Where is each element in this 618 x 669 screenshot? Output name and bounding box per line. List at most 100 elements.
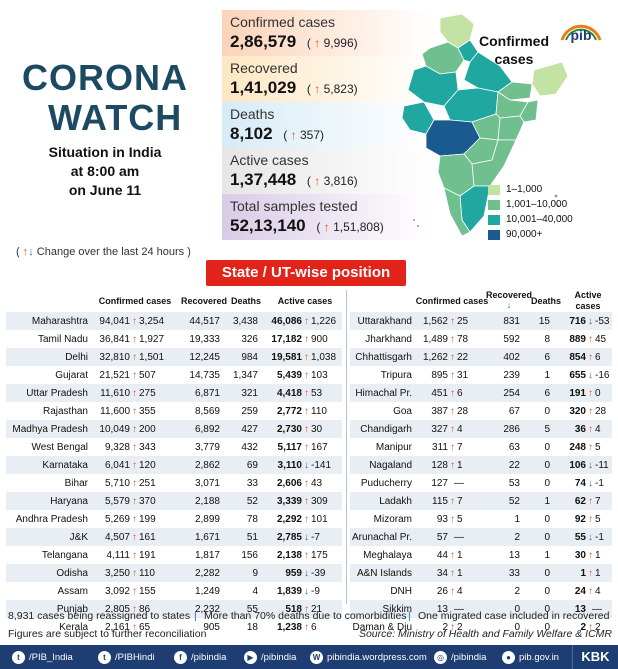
map-legend-item: 1–1,000: [488, 182, 573, 197]
state-name: Karnataka: [42, 459, 88, 471]
change-value: 7: [457, 441, 463, 453]
active-value: 2,785: [276, 531, 302, 543]
arrow-up-icon: ↑: [304, 621, 309, 633]
confirmed-change: ↑ 3,254: [130, 316, 174, 327]
active-value: 30: [574, 549, 586, 561]
arrow-up-icon: ↑: [450, 315, 455, 327]
confirmed-value: 94,041: [99, 315, 130, 327]
table-row: Andhra Pradesh 5,269 ↑ 199 2,899 78 2,292 ↑ 101: [6, 510, 342, 528]
confirmed-change: ↑ 120: [130, 460, 174, 471]
active-value: 55: [574, 531, 586, 543]
active-change: ↑ 6: [586, 352, 614, 363]
stat-change: ( ↑ 3,816): [306, 174, 358, 188]
arrow-up-icon: ↑: [314, 36, 321, 50]
deaths-value: 984: [241, 351, 258, 363]
globe-icon: ●: [502, 650, 515, 664]
table-row: Assam 3,092 ↑ 155 1,249 4 1,839 ↓ -9: [6, 582, 342, 600]
deaths-value: 0: [544, 603, 550, 615]
table-row: A&N Islands 34 ↑ 1 33 0 1 ↑ 1: [350, 564, 612, 582]
state-name: Nagaland: [369, 459, 412, 471]
change-value: —: [592, 603, 602, 615]
active-change: ↓ -11: [586, 460, 614, 471]
change-value: 101: [311, 513, 328, 525]
recovered-value: 239: [503, 369, 520, 381]
col-deaths: Deaths: [230, 296, 261, 306]
arrow-up-icon: ↑: [132, 603, 137, 615]
deaths-value: 6: [544, 387, 550, 399]
state-name: Goa: [393, 405, 412, 417]
social-link[interactable]: ▶/pibindia: [244, 650, 296, 664]
active-change: ↑ 43: [302, 478, 344, 489]
change-value: 1: [457, 567, 463, 579]
state-name: Assam: [57, 585, 88, 597]
recovered-value: 6,892: [194, 423, 220, 435]
deaths-value: 156: [241, 549, 258, 561]
social-link[interactable]: ◎/pibindia: [434, 650, 486, 664]
table-row: Manipur 311 ↑ 7 63 0 248 ↑ 5: [350, 438, 612, 456]
recovered-value: 0: [514, 603, 520, 615]
confirmed-change: ↑ 251: [130, 478, 174, 489]
map-legend-item: 1,001–10,000: [488, 197, 573, 212]
social-link[interactable]: ● pib.gov.in: [502, 650, 559, 664]
confirmed-value: 1,562: [422, 315, 448, 327]
table-row: West Bengal 9,328 ↑ 343 3,779 432 5,117 ↑ 167: [6, 438, 342, 456]
arrow-up-icon: ↑: [588, 585, 593, 597]
arrow-up-icon: ↑: [450, 459, 455, 471]
confirmed-change: ↑ 1,927: [130, 334, 174, 345]
table-row: Puducherry 127 — 53 0 74 ↓ -1: [350, 474, 612, 492]
confirmed-value: 36,841: [99, 333, 130, 345]
recovered-value: 2,899: [194, 513, 220, 525]
state-name: Puducherry: [360, 477, 412, 489]
confirmed-value: 2: [442, 621, 448, 633]
change-value: 110: [311, 405, 327, 417]
active-change: ↑ 0: [586, 388, 614, 399]
arrow-up-icon: ↑: [290, 128, 297, 142]
table-row: Chandigarh 327 ↑ 4 286 5 36 ↑ 4: [350, 420, 612, 438]
change-value: 507: [139, 369, 156, 381]
active-value: 191: [569, 387, 586, 399]
state-name: Andhra Pradesh: [15, 513, 88, 525]
change-value: 28: [595, 405, 607, 417]
recovered-value: 12,245: [189, 351, 220, 363]
confirmed-change: ↑ 6: [448, 388, 488, 399]
confirmed-change: ↑ 2: [448, 622, 488, 633]
active-change: ↑ 28: [586, 406, 614, 417]
state-name: Tripura: [380, 369, 412, 381]
change-value: -53: [595, 315, 610, 327]
map-region-kerala: [443, 187, 471, 237]
change-value: 21: [311, 603, 323, 615]
recovered-value: 0: [514, 621, 520, 633]
social-link[interactable]: t/PIB_India: [12, 650, 73, 664]
arrow-up-icon: ↑: [588, 495, 593, 507]
state-name: Telangana: [41, 549, 88, 561]
recovered-value: 19,333: [189, 333, 220, 345]
change-value: 45: [595, 333, 607, 345]
active-value: 2,292: [276, 513, 302, 525]
active-value: 1,839: [276, 585, 302, 597]
table-header: Confirmed cases Recovered Deaths Active …: [6, 290, 342, 312]
arrow-up-icon: ↑: [304, 477, 309, 489]
active-value: 959: [285, 567, 302, 579]
recovered-value: 592: [503, 333, 520, 345]
table-row: Uttar Pradesh 11,610 ↑ 275 6,871 321 4,418 ↑ 53: [6, 384, 342, 402]
active-change: ↑ 5: [586, 442, 614, 453]
arrow-up-icon: ↑: [132, 585, 137, 597]
arrow-up-icon: ↑: [304, 603, 309, 615]
active-change: ↑ 7: [586, 496, 614, 507]
confirmed-change: ↑ 5: [448, 514, 488, 525]
state-name: Arunachal Pr.: [351, 531, 412, 543]
deaths-value: 432: [241, 441, 258, 453]
table-row: Mizoram 93 ↑ 5 1 0 92 ↑ 5: [350, 510, 612, 528]
stat-confirmed: Confirmed cases 2,86,579 ( ↑ 9,996): [222, 10, 442, 56]
state-name: Kerala: [59, 621, 88, 633]
social-link[interactable]: t/PIBHindi: [98, 650, 155, 664]
deaths-value: 1: [544, 549, 550, 561]
arrow-up-icon: ↑: [588, 513, 593, 525]
social-link[interactable]: f/pibindia: [174, 650, 226, 664]
arrow-up-icon: ↑: [304, 369, 309, 381]
change-value: 1: [457, 549, 463, 561]
confirmed-value: 26: [436, 585, 448, 597]
table-row: Uttarakhand 1,562 ↑ 25 831 15 716 ↓ -53: [350, 312, 612, 330]
stat-value: 2,86,579: [230, 32, 297, 51]
